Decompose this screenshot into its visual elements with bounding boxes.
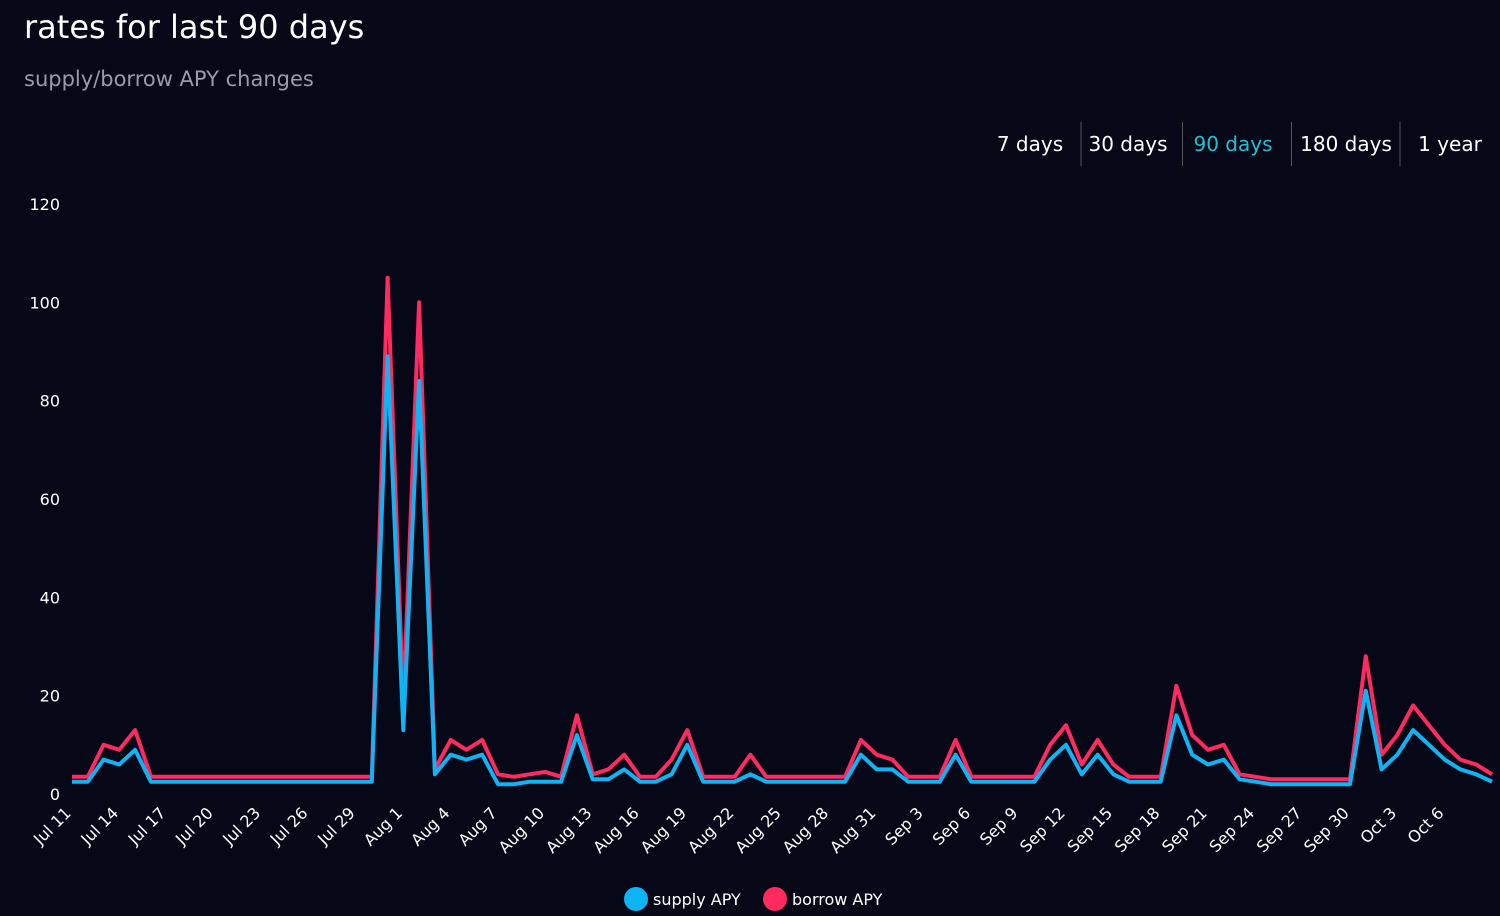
y-tick-label: 40 bbox=[40, 588, 60, 607]
series-line bbox=[72, 275, 1494, 782]
legend-swatch bbox=[624, 887, 648, 911]
y-tick-label: 20 bbox=[40, 687, 60, 706]
y-tick-label: 80 bbox=[40, 392, 60, 411]
y-tick-label: 100 bbox=[29, 293, 60, 312]
legend-swatch bbox=[763, 887, 787, 911]
tab[interactable]: 90 days bbox=[1193, 132, 1272, 156]
y-tick-label: 60 bbox=[40, 490, 60, 509]
tab[interactable]: 1 year bbox=[1418, 132, 1482, 156]
legend-label: borrow APY bbox=[792, 890, 883, 909]
tab[interactable]: 180 days bbox=[1300, 132, 1392, 156]
series-line bbox=[72, 354, 1493, 787]
chart-subtitle: supply/borrow APY changes bbox=[24, 67, 314, 91]
y-tick-label: 120 bbox=[29, 195, 60, 214]
chart-title: rates for last 90 days bbox=[24, 8, 364, 46]
tab[interactable]: 30 days bbox=[1088, 132, 1167, 156]
y-tick-label: 0 bbox=[50, 785, 60, 804]
legend-label: supply APY bbox=[653, 890, 741, 909]
tab[interactable]: 7 days bbox=[997, 132, 1063, 156]
